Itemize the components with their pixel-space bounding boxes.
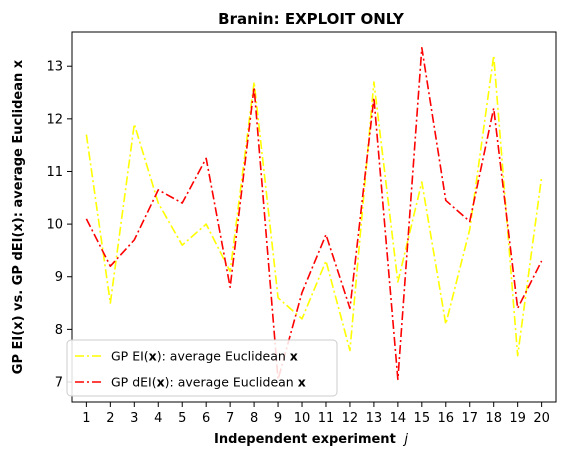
x-tick-label: 3	[130, 411, 138, 426]
y-tick-label: 8	[55, 323, 63, 338]
x-tick-label: 4	[154, 411, 162, 426]
x-tick-label: 1	[82, 411, 90, 426]
x-tick-label: 20	[533, 411, 550, 426]
y-tick-label: 10	[46, 218, 63, 233]
series-line-1	[85, 54, 543, 357]
x-tick-label: 11	[318, 411, 335, 426]
x-tick-label: 8	[250, 411, 258, 426]
y-tick-label: 12	[46, 112, 63, 127]
x-tick-label: 9	[274, 411, 282, 426]
legend-label-part: x	[157, 375, 165, 390]
x-tick-label: 7	[226, 411, 234, 426]
legend-label-part: GP dEI(	[111, 375, 157, 390]
legend-label-part: x	[298, 375, 306, 390]
y-tick-label: 13	[46, 60, 63, 75]
y-axis: 7 8 9 10 11 12 13	[46, 60, 72, 391]
x-tick-label: 15	[414, 411, 431, 426]
plot-area	[71, 31, 557, 403]
y-tick-label: 11	[46, 165, 63, 180]
legend: GP EI(x): average Euclidean xGP dEI(x): …	[66, 339, 338, 397]
x-axis-label-var: j	[402, 432, 408, 447]
x-tick-label: 18	[485, 411, 502, 426]
x-tick-label: 10	[294, 411, 311, 426]
x-tick-label: 6	[202, 411, 210, 426]
legend-label-1: GP EI(x): average Euclidean x	[111, 349, 298, 364]
series-line-2	[85, 46, 543, 381]
x-axis: 1 2 3 4 5 6 7 8 9 10 11 12 13 14 15 16 17 18 19 20	[82, 402, 550, 426]
legend-label-part: ): average Euclidean	[157, 349, 290, 364]
legend-label-part: x	[290, 349, 298, 364]
y-tick-label: 7	[55, 376, 63, 391]
x-tick-label: 2	[106, 411, 114, 426]
legend-label-2: GP dEI(x): average Euclidean x	[111, 375, 306, 390]
chart-title: Branin: EXPLOIT ONLY	[218, 10, 405, 28]
legend-label-part: x	[149, 349, 157, 364]
x-tick-label: 5	[178, 411, 186, 426]
x-axis-label: Independent experiment j	[214, 432, 408, 447]
y-tick-label: 9	[55, 270, 63, 285]
legend-label-part: ): average Euclidean	[165, 375, 298, 390]
x-tick-label: 16	[438, 411, 455, 426]
x-axis-label-text: Independent experiment	[214, 432, 396, 447]
x-tick-label: 14	[390, 411, 407, 426]
legend-label-part: GP EI(	[111, 349, 149, 364]
x-tick-label: 19	[509, 411, 526, 426]
x-tick-label: 17	[461, 411, 478, 426]
y-axis-label: GP EI(x) vs. GP dEI(x): average Euclidea…	[11, 59, 26, 374]
legend-box	[66, 339, 338, 397]
x-tick-label: 12	[342, 411, 359, 426]
x-tick-label: 13	[366, 411, 383, 426]
series-layer	[85, 46, 543, 381]
